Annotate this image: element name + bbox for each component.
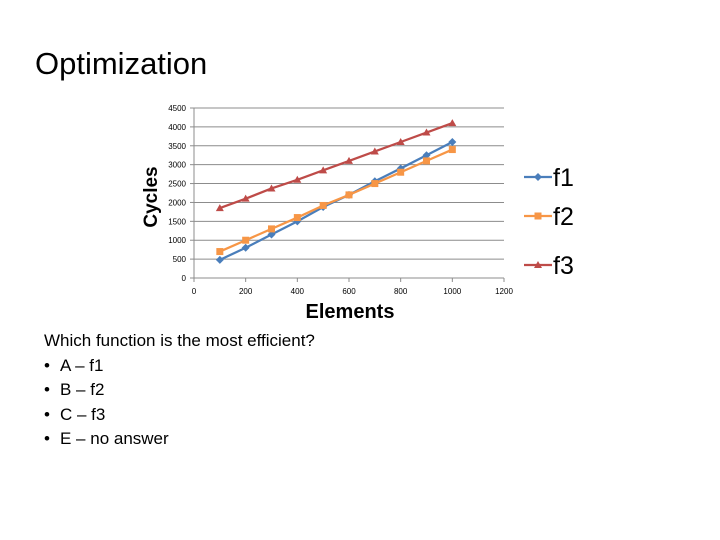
data-point-f1 <box>241 243 250 252</box>
data-point-f1 <box>215 255 224 264</box>
data-point-f2 <box>423 157 430 165</box>
data-point-f3 <box>267 184 276 192</box>
legend-item-f2: f2 <box>524 203 574 231</box>
y-tick-label: 4000 <box>168 123 186 132</box>
x-axis-label: Elements <box>306 301 395 323</box>
answer-label: A – f1 <box>60 355 104 375</box>
answer-label: E – no answer <box>60 429 169 448</box>
data-point-f3 <box>345 156 353 164</box>
bullet-icon: • <box>44 380 50 399</box>
legend-label: f3 <box>553 252 574 280</box>
data-point-f2 <box>242 236 250 244</box>
chart-axes: 0 500 1000 1500 2000 2500 3000 3500 4000 4500 0 200… <box>168 104 513 296</box>
chart-legend: f1 f2 f3 <box>524 164 574 280</box>
data-point-f2 <box>345 191 353 199</box>
data-point-f3 <box>370 147 379 155</box>
answer-label: B – f2 <box>60 380 105 399</box>
legend-item-f3: f3 <box>524 252 574 280</box>
x-tick-label: 1000 <box>443 287 461 296</box>
y-tick-label: 2000 <box>168 198 186 207</box>
y-tick-label: 0 <box>182 274 187 283</box>
data-point-f1 <box>422 151 431 160</box>
answer-option-c[interactable]: • C – f3 <box>44 403 315 428</box>
data-point-f2 <box>268 225 275 233</box>
series-f2 <box>216 146 456 256</box>
y-tick-label: 3000 <box>168 161 186 170</box>
data-point-f3 <box>396 138 405 145</box>
answer-option-a[interactable]: • A – f1 <box>44 354 315 379</box>
legend-marker-icon <box>534 261 542 268</box>
data-point-f2 <box>293 214 301 222</box>
data-point-f3 <box>448 119 457 127</box>
question-block: Which function is the most efficient? • … <box>44 329 315 452</box>
y-tick-label: 500 <box>173 255 187 264</box>
bullet-icon: • <box>44 404 50 424</box>
chart-gridlines <box>194 107 504 260</box>
answer-label: C – f3 <box>60 404 106 424</box>
data-point-f3 <box>241 194 250 202</box>
data-point-f1 <box>267 230 276 239</box>
bullet-icon: • <box>44 355 50 375</box>
series-line-f3 <box>219 122 453 210</box>
data-point-f3 <box>319 166 328 174</box>
legend-label: f2 <box>553 203 574 231</box>
legend-label: f1 <box>553 164 574 192</box>
x-tick-label: 400 <box>291 287 305 296</box>
x-tick-label: 0 <box>192 287 197 296</box>
y-tick-label: 3500 <box>168 142 186 151</box>
data-point-f3 <box>293 175 302 183</box>
bullet-icon: • <box>44 429 50 448</box>
data-point-f3 <box>215 204 224 212</box>
x-tick-label: 800 <box>394 287 408 296</box>
x-tick-label: 200 <box>239 287 253 296</box>
legend-item-f1: f1 <box>524 164 574 192</box>
y-tick-label: 4500 <box>168 104 186 113</box>
answer-option-b[interactable]: • B – f2 <box>44 378 315 403</box>
x-tick-label: 1200 <box>495 287 513 296</box>
y-tick-label: 1500 <box>168 217 186 226</box>
answer-option-e[interactable]: • E – no answer <box>44 427 315 452</box>
data-point-f3 <box>422 128 431 136</box>
question-text: Which function is the most efficient? <box>44 331 315 350</box>
y-tick-label: 1000 <box>168 236 186 245</box>
data-point-f2 <box>397 168 405 176</box>
data-point-f1 <box>448 138 457 146</box>
chart-series <box>215 119 457 264</box>
y-axis-label: Cycles <box>141 166 162 227</box>
slide-title: Optimization <box>35 46 208 81</box>
data-point-f2 <box>371 180 379 188</box>
y-tick-label: 2500 <box>168 180 186 189</box>
series-line-f2 <box>219 148 453 253</box>
answer-list: • A – f1 • B – f2 • C – f3 • E – no answ… <box>44 354 315 452</box>
legend-marker-icon <box>534 212 542 220</box>
data-point-f2 <box>319 201 327 209</box>
series-f3 <box>215 119 457 212</box>
data-point-f2 <box>448 146 456 154</box>
legend-marker-icon <box>534 173 542 181</box>
data-point-f2 <box>216 248 224 256</box>
x-tick-label: 600 <box>342 287 356 296</box>
